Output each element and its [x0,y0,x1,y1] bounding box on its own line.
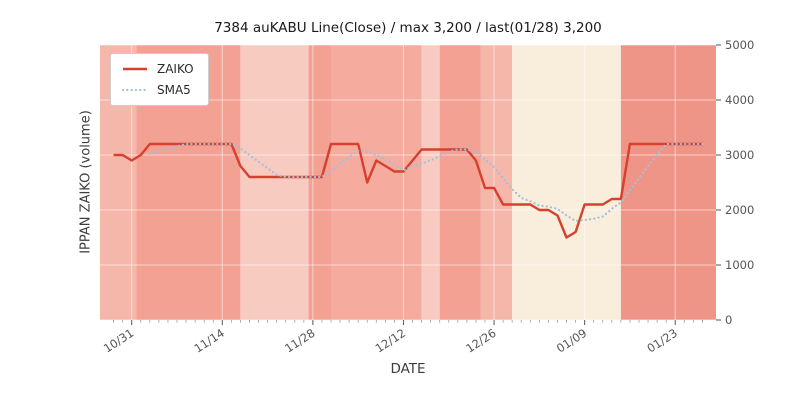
background-band [240,45,309,320]
y-tick-label: 5000 [725,38,754,52]
background-band [308,45,331,320]
sma5-line [148,142,704,223]
zaiko-line-swatch [123,67,147,71]
x-tick-label: 01/23 [644,326,679,356]
x-tick-label: 11/14 [191,326,226,356]
legend: ZAIKO SMA5 [110,53,209,106]
y-axis-label: IPPAN ZAIKO (volume) [78,110,94,254]
legend-item-zaiko: ZAIKO [121,62,194,76]
background-band [620,45,716,320]
background-band [331,45,422,320]
x-tick-label: 01/09 [554,326,589,356]
x-axis-label: DATE [390,361,426,377]
x-tick-label: 12/26 [463,326,498,356]
x-tick-label: 10/31 [101,326,136,356]
y-tick-label: 1000 [725,258,754,272]
background-band [439,45,481,320]
zaiko-line [113,142,703,239]
y-tick-label: 0 [725,313,732,327]
background-band [421,45,440,320]
legend-label-zaiko: ZAIKO [157,62,194,76]
sma5-line-swatch [121,88,149,92]
y-tick-label: 3000 [725,148,754,162]
y-tick-label: 2000 [725,203,754,217]
chart-title: 7384 auKABU Line(Close) / max 3,200 / la… [214,20,602,36]
legend-item-sma5: SMA5 [121,83,194,97]
y-tick-label: 4000 [725,93,754,107]
x-tick-label: 11/28 [282,326,317,356]
background-band [512,45,621,320]
legend-label-sma5: SMA5 [157,83,191,97]
x-tick-label: 12/12 [373,326,408,356]
